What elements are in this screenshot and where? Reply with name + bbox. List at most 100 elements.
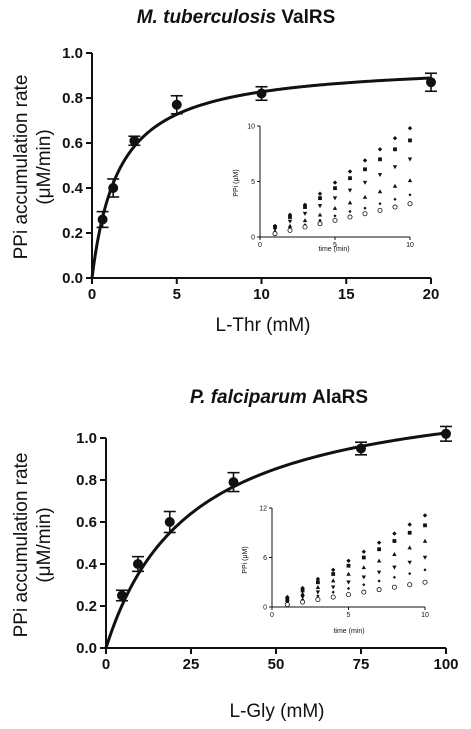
y-tick-label: 0.6 (62, 135, 83, 152)
inset-point (330, 594, 336, 600)
inset-point (302, 218, 308, 223)
inset-point (287, 219, 293, 224)
inset-point (287, 227, 293, 233)
inset-point (315, 597, 321, 603)
inset-point (361, 589, 367, 595)
data-point (426, 77, 436, 88)
inset-point (393, 147, 397, 152)
inset-point (362, 158, 368, 163)
inset-point (407, 126, 413, 131)
x-tick-label: 25 (183, 656, 200, 673)
inset-point (376, 540, 382, 545)
data-point (356, 443, 366, 454)
inset-point (346, 558, 351, 563)
inset-point (422, 555, 428, 560)
inset-point (377, 547, 381, 552)
title-enzyme: AlaRS (312, 387, 368, 408)
inset-point (407, 582, 413, 588)
inset-point (345, 592, 351, 598)
data-point (108, 183, 119, 193)
inset-point (284, 602, 290, 608)
inset-point (348, 176, 352, 181)
x-tick-label: 10 (253, 286, 270, 303)
inset-point (378, 202, 382, 206)
inset-x-tick-label: 5 (347, 612, 351, 619)
inset-point (377, 173, 383, 178)
y-tick-label: 0.6 (76, 514, 97, 531)
inset-point (346, 571, 351, 576)
inset-point (423, 523, 427, 528)
inset-point (408, 571, 412, 576)
inset-point (422, 579, 428, 585)
axes: 0.00.20.40.60.81.00 25 50 75 100 (76, 430, 458, 673)
title-enzyme: ValRS (281, 7, 335, 28)
inset-point (317, 204, 323, 209)
inset-point (288, 215, 292, 219)
inset-point (302, 202, 308, 208)
panel-mtb-valrs: M. tuberculosis ValRS PPi accumulation r… (11, 7, 439, 336)
y-tick-label: 0.2 (62, 225, 83, 242)
inset-y-tick-label: 6 (263, 555, 267, 562)
inset-point (392, 183, 398, 188)
y-tick-label: 1.0 (76, 430, 97, 447)
inset-y-tick-label: 10 (247, 124, 255, 131)
inset-point (331, 572, 336, 576)
inset-point (302, 211, 308, 216)
x-tick-label: 100 (433, 656, 458, 673)
data-point (171, 99, 182, 110)
inset-point (300, 591, 305, 596)
inset-point (347, 200, 353, 205)
inset-point (377, 207, 383, 213)
inset-x-tick-label: 10 (421, 612, 429, 619)
inset-point (300, 588, 305, 593)
inset-point (407, 545, 412, 550)
inset-x-tick-label: 0 (270, 612, 274, 619)
inset-point (331, 578, 336, 583)
inset-point (362, 211, 368, 217)
inset-point (393, 197, 397, 201)
y-tick-label: 0.8 (76, 472, 97, 489)
inset-x-tick-label: 10 (406, 242, 414, 249)
inset-point (422, 538, 428, 543)
inset-point (315, 576, 321, 582)
fit-curve (104, 431, 447, 649)
inset-point (407, 178, 413, 183)
inset-x-label: time (min) (318, 246, 349, 253)
inset-point (392, 165, 398, 170)
inset-chart: PPi (μM) time (min) 0 6 12 0 5 10 (242, 506, 429, 636)
inset-point (376, 558, 382, 563)
inset-point (317, 212, 323, 217)
y-tick-label: 0.0 (62, 270, 83, 287)
inset-point (331, 567, 336, 573)
x-tick-label: 15 (338, 286, 355, 303)
inset-point (361, 549, 366, 554)
x-tick-label: 50 (268, 656, 285, 673)
inset-point (407, 530, 412, 535)
inset-point (361, 575, 366, 580)
inset-point (316, 594, 320, 598)
y-tick-label: 0.4 (62, 180, 84, 197)
data-point (256, 88, 267, 99)
inset-point (407, 560, 412, 565)
y-tick-label: 0.2 (76, 598, 97, 615)
inset-point (362, 583, 366, 587)
inset-point (318, 196, 322, 201)
inset-point (332, 180, 338, 185)
inset-point (347, 169, 353, 174)
inset-point (392, 539, 397, 543)
inset-point (422, 513, 428, 518)
y-axis-unit: (μM/min) (34, 507, 55, 582)
inset-point (377, 189, 383, 194)
fit-line (104, 431, 447, 649)
inset-point (331, 590, 335, 594)
inset-point (316, 580, 320, 585)
inset-point (317, 191, 323, 196)
inset-point (391, 584, 397, 590)
inset-point (300, 599, 306, 605)
title-species: P. falciparum (190, 387, 307, 408)
inset-point (392, 565, 397, 570)
inset-point (376, 587, 382, 593)
inset-y-tick-label: 5 (251, 179, 255, 186)
y-tick-label: 0.8 (62, 90, 83, 107)
